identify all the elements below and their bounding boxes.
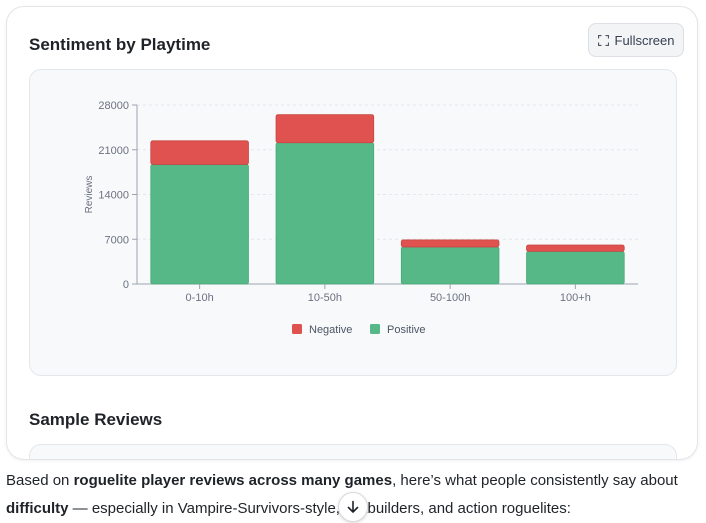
chart-area: 0 7000 14000 21000 28000 Reviews 0-10h 10-50h 50… [29,69,677,376]
legend-swatch [370,324,380,334]
legend-swatch [292,324,302,334]
legend-label: Negative [309,324,352,336]
para-text: , here’s what people consistently say ab… [392,472,678,489]
expand-icon [597,34,609,46]
para-text: — especially in Vampire-Survivors-style,… [68,500,353,517]
stacked-bar-chart: 0 7000 14000 21000 28000 Reviews 0-10h 10-50h 50… [84,100,638,336]
bar-positive [400,246,500,285]
bar-positive [275,142,375,285]
y-tick-label: 0 [123,279,129,291]
bar-negative [400,239,500,248]
y-tick-label: 7000 [105,234,129,246]
bar-negative [526,244,625,252]
x-tick-label: 10-50h [308,292,342,304]
y-tick-label: 21000 [98,145,129,157]
para-text: Based on [6,472,74,489]
bar-negative [275,114,375,144]
para-bold: difficulty [6,500,69,517]
chart-card: Sentiment by Playtime Fullscreen 0 7000 14… [6,6,698,460]
para-text: ckbuilders, and action roguelites: [352,500,571,517]
chart-title: Sentiment by Playtime [29,35,211,54]
scroll-down-button[interactable] [338,492,368,522]
legend-label: Positive [387,324,426,336]
y-tick-label: 14000 [98,190,129,202]
fullscreen-label: Fullscreen [614,32,675,48]
x-tick-label: 0-10h [186,292,214,304]
bar-positive [150,164,249,285]
sample-reviews-title: Sample Reviews [29,410,163,429]
fullscreen-button[interactable]: Fullscreen [588,23,684,57]
para-bold: roguelite player reviews across many gam… [73,472,393,489]
sample-reviews-panel [29,444,677,459]
y-tick-label: 28000 [98,100,129,112]
arrow-down-icon [347,500,359,513]
x-tick-label: 100+h [560,292,591,304]
bar-negative [150,140,249,165]
response-paragraph: Based on roguelite player reviews across… [6,467,696,523]
bar-positive [526,250,625,285]
x-tick-label: 50-100h [430,292,470,304]
y-axis-label: Reviews [84,176,95,214]
